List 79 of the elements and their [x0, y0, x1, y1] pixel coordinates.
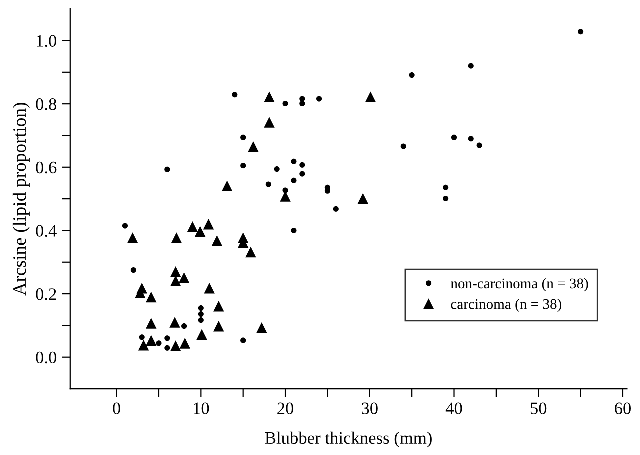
point [139, 334, 145, 340]
x-tick-label: 40 [446, 402, 462, 414]
y-axis-title: Arcsine (lipid proportion) [12, 103, 30, 296]
point [170, 317, 180, 328]
point [468, 63, 474, 69]
point [300, 162, 306, 168]
point [266, 182, 272, 188]
point [333, 206, 339, 212]
point [146, 292, 157, 303]
point [282, 100, 288, 107]
point [300, 171, 306, 177]
point [274, 166, 280, 172]
point [476, 142, 482, 148]
y-tick-label: 0.2 [36, 288, 56, 300]
point [170, 276, 182, 286]
point [443, 196, 449, 202]
point [240, 134, 246, 140]
point [578, 29, 584, 35]
point [130, 268, 136, 274]
point [212, 235, 223, 246]
point [248, 141, 259, 152]
point [198, 306, 204, 312]
point [187, 222, 198, 232]
point [468, 136, 474, 142]
point [365, 92, 376, 102]
point [146, 318, 157, 329]
point [358, 193, 369, 204]
point [170, 340, 182, 352]
point [164, 345, 170, 351]
y-tick-label: 0.8 [36, 98, 57, 110]
point [198, 312, 204, 318]
point [232, 92, 238, 98]
point [246, 246, 256, 258]
point [194, 226, 206, 238]
point [164, 166, 170, 172]
x-axis-title: Blubber thickness (mm) [265, 432, 432, 448]
x-tick-label: 10 [194, 402, 210, 414]
y-tick-label: 0.4 [36, 225, 57, 237]
point [164, 336, 170, 342]
legend-label: carcinoma (n = 38) [451, 298, 562, 312]
point [409, 72, 415, 78]
y-tick-label: 0.6 [36, 162, 57, 174]
point [222, 180, 233, 192]
point [146, 335, 157, 346]
legend-label: non-carcinoma (n = 38) [451, 278, 588, 292]
y-tick-label: 1.0 [37, 35, 57, 48]
point [316, 96, 322, 102]
point [198, 318, 204, 324]
point [178, 272, 190, 284]
point [256, 322, 268, 334]
point [240, 338, 246, 344]
point [291, 178, 297, 184]
x-tick-label: 0 [113, 402, 120, 414]
point [122, 223, 128, 229]
x-tick-label: 60 [615, 402, 631, 414]
point [264, 117, 275, 128]
x-tick-label: 20 [278, 402, 294, 414]
x-tick-label: 30 [362, 402, 378, 414]
point [138, 340, 150, 351]
point [400, 144, 406, 150]
point [264, 92, 275, 102]
point [291, 158, 297, 164]
point [127, 232, 138, 244]
x-tick-label: 50 [530, 402, 547, 414]
point [170, 266, 182, 278]
point [214, 301, 224, 312]
point [451, 134, 458, 140]
point [203, 219, 214, 230]
point [204, 282, 215, 294]
point [182, 324, 188, 330]
point [171, 232, 182, 244]
point [443, 184, 449, 190]
point [214, 320, 224, 332]
point [156, 340, 162, 346]
point [291, 228, 297, 234]
y-tick-label: 0.0 [36, 352, 57, 364]
point [196, 329, 208, 340]
point [180, 338, 191, 349]
point [240, 163, 246, 169]
